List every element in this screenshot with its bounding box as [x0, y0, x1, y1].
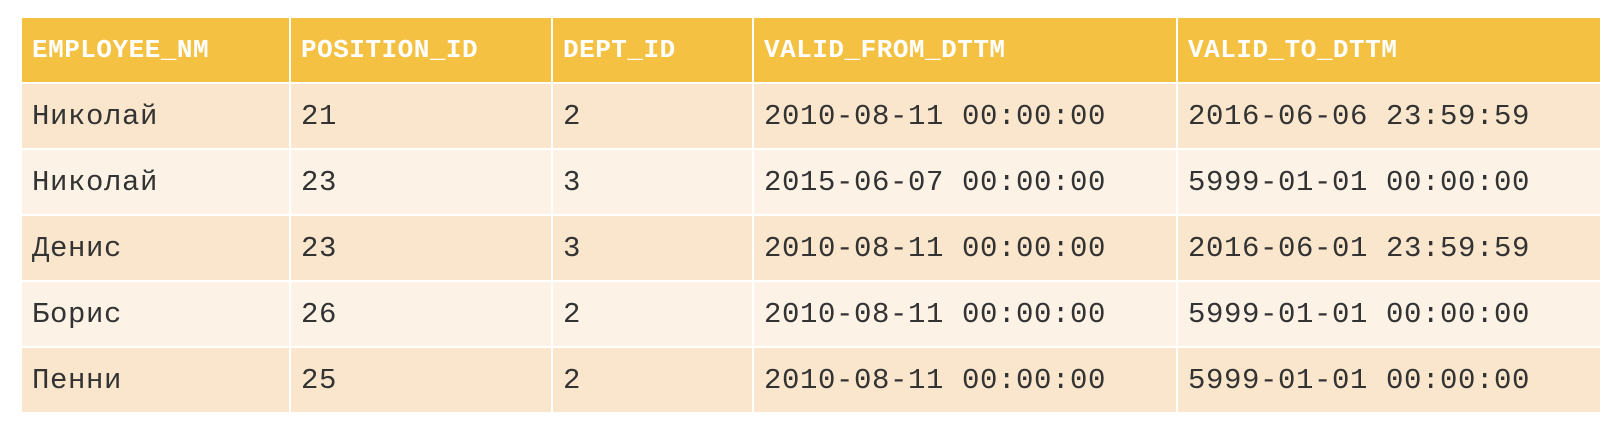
- cell-valid-from-dttm: 2010-08-11 00:00:00: [752, 280, 1178, 348]
- cell-dept-id: 2: [551, 280, 754, 348]
- table-row: Николай 21 2 2010-08-11 00:00:00 2016-06…: [22, 82, 1600, 150]
- table-body: Николай 21 2 2010-08-11 00:00:00 2016-06…: [22, 82, 1600, 414]
- cell-employee-nm: Борис: [22, 280, 291, 348]
- cell-valid-to-dttm: 5999-01-01 00:00:00: [1176, 346, 1600, 414]
- cell-employee-nm: Николай: [22, 82, 291, 150]
- column-header-employee-nm: EMPLOYEE_NM: [22, 18, 291, 84]
- cell-position-id: 25: [289, 346, 553, 414]
- cell-position-id: 23: [289, 214, 553, 282]
- header-row: EMPLOYEE_NM POSITION_ID DEPT_ID VALID_FR…: [22, 18, 1600, 84]
- cell-valid-to-dttm: 2016-06-06 23:59:59: [1176, 82, 1600, 150]
- table-row: Пенни 25 2 2010-08-11 00:00:00 5999-01-0…: [22, 346, 1600, 414]
- table-row: Николай 23 3 2015-06-07 00:00:00 5999-01…: [22, 148, 1600, 216]
- cell-employee-nm: Пенни: [22, 346, 291, 414]
- table-row: Денис 23 3 2010-08-11 00:00:00 2016-06-0…: [22, 214, 1600, 282]
- cell-valid-to-dttm: 5999-01-01 00:00:00: [1176, 148, 1600, 216]
- cell-valid-from-dttm: 2010-08-11 00:00:00: [752, 346, 1178, 414]
- cell-valid-to-dttm: 5999-01-01 00:00:00: [1176, 280, 1600, 348]
- cell-valid-to-dttm: 2016-06-01 23:59:59: [1176, 214, 1600, 282]
- cell-employee-nm: Николай: [22, 148, 291, 216]
- table-row: Борис 26 2 2010-08-11 00:00:00 5999-01-0…: [22, 280, 1600, 348]
- column-header-valid-from-dttm: VALID_FROM_DTTM: [752, 18, 1178, 84]
- employee-position-table-container: EMPLOYEE_NM POSITION_ID DEPT_ID VALID_FR…: [22, 18, 1600, 414]
- cell-position-id: 26: [289, 280, 553, 348]
- column-header-valid-to-dttm: VALID_TO_DTTM: [1176, 18, 1600, 84]
- cell-dept-id: 2: [551, 346, 754, 414]
- cell-valid-from-dttm: 2015-06-07 00:00:00: [752, 148, 1178, 216]
- cell-position-id: 23: [289, 148, 553, 216]
- cell-position-id: 21: [289, 82, 553, 150]
- cell-valid-from-dttm: 2010-08-11 00:00:00: [752, 214, 1178, 282]
- table-header: EMPLOYEE_NM POSITION_ID DEPT_ID VALID_FR…: [22, 18, 1600, 84]
- cell-dept-id: 3: [551, 214, 754, 282]
- cell-valid-from-dttm: 2010-08-11 00:00:00: [752, 82, 1178, 150]
- employee-position-table: EMPLOYEE_NM POSITION_ID DEPT_ID VALID_FR…: [22, 18, 1600, 414]
- cell-dept-id: 2: [551, 82, 754, 150]
- column-header-dept-id: DEPT_ID: [551, 18, 754, 84]
- column-header-position-id: POSITION_ID: [289, 18, 553, 84]
- cell-dept-id: 3: [551, 148, 754, 216]
- cell-employee-nm: Денис: [22, 214, 291, 282]
